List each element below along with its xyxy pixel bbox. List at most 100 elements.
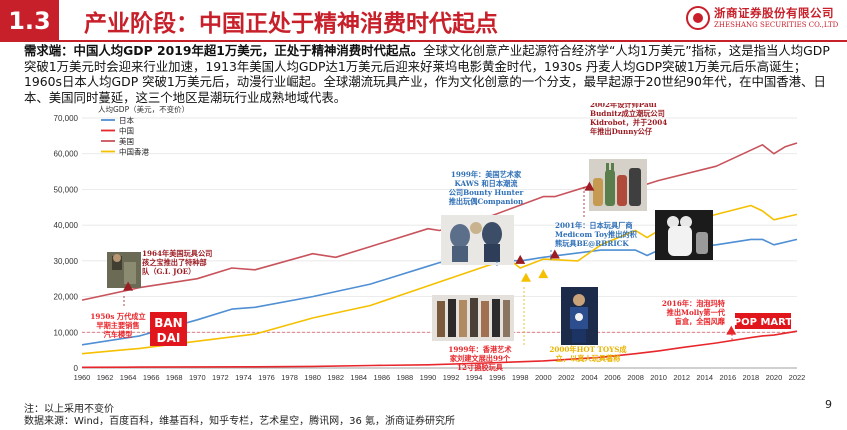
legend-label: 美国 bbox=[119, 136, 134, 146]
annotation-line: 1950s 万代成立 bbox=[90, 312, 145, 321]
annotation-line: 孩之宝推出了特种部 bbox=[142, 258, 207, 267]
x-tick-label: 2012 bbox=[673, 373, 690, 382]
annotation-line: 推出Molly第一代 bbox=[667, 308, 726, 317]
body-text: 全球文化创意产业起源符合经济学“人均1万美元”指标，这是指当人均GDP 突破1万… bbox=[24, 43, 830, 105]
annotation-texts: 1964年美国玩具公司孩之宝推出了特种部队（G.I. JOE） 1950s 万代成… bbox=[90, 103, 725, 372]
x-tick-label: 1988 bbox=[397, 373, 414, 382]
annotation-hottoys: 2000年HOT TOYS成立，以真人玩具著称 bbox=[549, 345, 627, 363]
series-line-日本 bbox=[81, 238, 798, 346]
annotation-kidrobot: 2002年设计师Paul Budnitz成立潮玩公司 Kidrobot，并于2004… bbox=[590, 103, 667, 136]
y-tick-label: 50,000 bbox=[54, 185, 79, 194]
annotation-bandai: 1950s 万代成立早期主要销售汽车模型 bbox=[90, 312, 145, 339]
annotation-line: 立，以真人玩具著称 bbox=[556, 354, 622, 363]
page-number: 9 bbox=[825, 398, 832, 411]
data-source: 数据来源：Wind，百度百科，维基百科，知乎专栏，艺术星空，腾讯网，36 氪，浙… bbox=[24, 416, 456, 427]
x-tick-label: 2008 bbox=[627, 373, 644, 382]
x-tick-label: 1960 bbox=[74, 373, 91, 382]
x-tick-label: 1970 bbox=[189, 373, 206, 382]
annotation-medicom: 2001年：日本玩具厂商 Medicom Toy推出的积熊玩具BE@RBRICK bbox=[555, 221, 638, 248]
annotation-line: 年推出Dunny公仔 bbox=[590, 127, 653, 136]
y-tick-label: 20,000 bbox=[54, 293, 79, 302]
y-tick-label: 10,000 bbox=[54, 328, 79, 337]
company-logo-icon bbox=[686, 6, 710, 30]
x-tick-label: 2014 bbox=[696, 373, 713, 382]
hot-toys-photo bbox=[561, 287, 598, 345]
x-tick-label: 1978 bbox=[281, 373, 298, 382]
annotation-line: 队（G.I. JOE） bbox=[142, 267, 195, 276]
event-marker-triangle bbox=[123, 281, 134, 291]
page-title: 产业阶段：中国正处于精神消费时代起点 bbox=[84, 11, 498, 37]
x-tick-label: 2016 bbox=[719, 373, 736, 382]
x-tick-label: 1972 bbox=[212, 373, 229, 382]
annotation-line: Kidrobot，并于2004 bbox=[590, 118, 667, 127]
pop-mart-logo-text: POP MART bbox=[734, 317, 793, 328]
event-marker-triangle bbox=[515, 254, 526, 264]
x-tick-label: 2010 bbox=[650, 373, 667, 382]
toy-photos: BAN DAI bbox=[107, 159, 792, 346]
x-tick-label: 1976 bbox=[258, 373, 275, 382]
x-tick-label: 2022 bbox=[789, 373, 806, 382]
dunny-photo bbox=[589, 159, 647, 211]
bandai-logo-text-top: BAN bbox=[154, 316, 182, 330]
event-marker-triangle bbox=[549, 249, 560, 259]
annotation-line: Medicom Toy推出的积 bbox=[555, 230, 638, 239]
annotation-hk1999: 1999年：香港艺术家刘建文展出99个 12寸搪胶玩具 bbox=[448, 345, 512, 372]
annotation-line: Budnitz成立潮玩公司 bbox=[590, 109, 665, 118]
annotation-line: 2002年设计师Paul bbox=[590, 103, 657, 109]
y-axis-label: 人均GDP（美元，不变价） bbox=[98, 104, 189, 114]
series-line-中国 bbox=[81, 330, 798, 369]
x-tick-label: 1982 bbox=[327, 373, 344, 382]
annotation-line: 公司Bounty Hunter bbox=[449, 188, 524, 197]
annotation-line: 2000年HOT TOYS成 bbox=[549, 345, 627, 354]
annotation-line: KAWS 和日本潮流 bbox=[455, 179, 519, 188]
gi-joe-photo bbox=[107, 252, 141, 288]
annotation-line: 1999年：香港艺术 bbox=[448, 345, 512, 354]
annotation-line: 汽车模型 bbox=[104, 330, 133, 339]
gdp-line-chart: 0 10,000 20,000 30,000 40,000 50,000 60,000 70,… bbox=[54, 103, 806, 382]
x-tick-label: 1996 bbox=[489, 373, 506, 382]
annotation-popmart: 2016年：泡泡玛特推出Molly第一代盲盒，全国风靡 bbox=[662, 299, 726, 326]
x-tick-label: 1974 bbox=[235, 373, 252, 382]
annotation-line: 2001年：日本玩具厂商 bbox=[555, 221, 633, 230]
bandai-logo: BAN DAI bbox=[150, 312, 187, 346]
y-tick-label: 30,000 bbox=[54, 257, 79, 266]
footer-notes: 注：以上采用不变价 数据来源：Wind，百度百科，维基百科，知乎专栏，艺术星空，… bbox=[24, 404, 455, 428]
legend-label: 日本 bbox=[119, 115, 134, 125]
x-tick-label: 2020 bbox=[766, 373, 783, 382]
kaws-companion-photo bbox=[441, 215, 514, 265]
annotation-line: 熊玩具BE@RBRICK bbox=[555, 239, 629, 248]
header-divider bbox=[0, 40, 847, 42]
event-marker-triangle bbox=[726, 325, 737, 335]
x-tick-label: 1962 bbox=[97, 373, 114, 382]
x-tick-label: 2000 bbox=[535, 373, 552, 382]
x-tick-label: 1964 bbox=[120, 373, 137, 382]
y-tick-label: 60,000 bbox=[54, 150, 79, 159]
legend-label: 中国 bbox=[119, 126, 134, 136]
x-tick-label: 1984 bbox=[350, 373, 367, 382]
y-tick-label: 70,000 bbox=[54, 114, 79, 123]
company-name-cn: 浙商证券股份有限公司 bbox=[714, 6, 834, 20]
x-tick-label: 1990 bbox=[420, 373, 437, 382]
annotation-line: 2016年：泡泡玛特 bbox=[662, 299, 726, 308]
hk-figures-photo bbox=[432, 295, 514, 341]
x-tick-label: 1992 bbox=[443, 373, 460, 382]
x-tick-label: 1968 bbox=[166, 373, 183, 382]
event-marker-triangle bbox=[584, 181, 595, 191]
footnote: 注：以上采用不变价 bbox=[24, 404, 114, 415]
event-marker-triangle bbox=[520, 272, 531, 282]
x-tick-label: 1998 bbox=[512, 373, 529, 382]
body-lead: 需求端：中国人均GDP 2019年超1万美元，正处于精神消费时代起点。 bbox=[24, 43, 424, 58]
annotation-gijoe: 1964年美国玩具公司孩之宝推出了特种部队（G.I. JOE） bbox=[142, 249, 212, 276]
event-markers bbox=[123, 181, 737, 335]
body-paragraph: 需求端：中国人均GDP 2019年超1万美元，正处于精神消费时代起点。全球文化创… bbox=[24, 43, 834, 105]
annotation-line: 推出玩偶Companion bbox=[449, 197, 524, 206]
annotation-line: 12寸搪胶玩具 bbox=[457, 363, 504, 372]
y-tick-label: 0 bbox=[74, 364, 79, 373]
annotation-line: 1999年：美国艺术家 bbox=[451, 170, 522, 179]
section-number-badge: 1.3 bbox=[0, 0, 59, 42]
series-line-美国 bbox=[81, 142, 798, 301]
x-tick-label: 1980 bbox=[304, 373, 321, 382]
chart-series-lines bbox=[81, 142, 798, 369]
x-tick-label: 1986 bbox=[373, 373, 390, 382]
